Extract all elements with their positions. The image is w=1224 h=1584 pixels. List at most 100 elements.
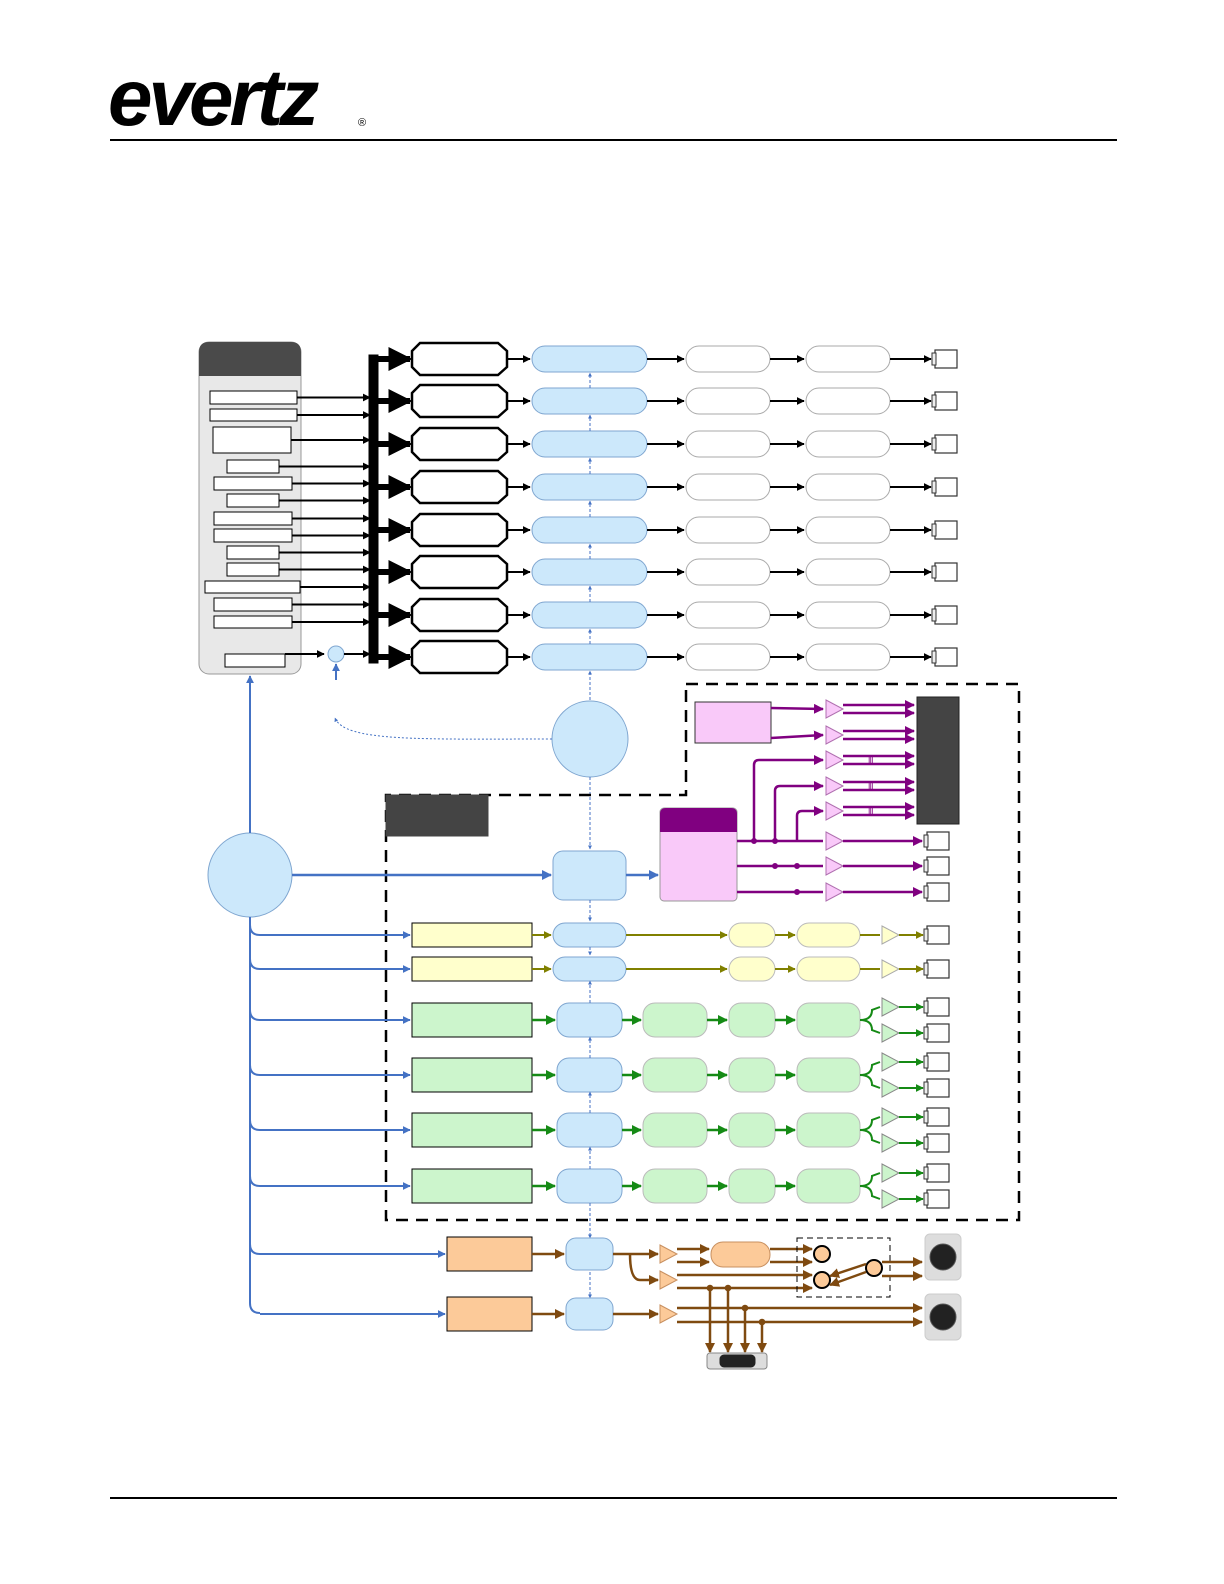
signal-line (859, 1061, 881, 1076)
evertz-logo: evertz (108, 53, 319, 142)
green-stage-block (728, 1057, 776, 1093)
reference-input-box (226, 459, 280, 474)
reference-input-box (204, 580, 301, 594)
db15-connector-body (719, 1354, 756, 1368)
output-driver-block (805, 473, 891, 501)
audio-amplifier-icon (659, 1270, 679, 1290)
option-region-label-box (385, 794, 489, 837)
green-driver-block (796, 1057, 861, 1093)
bnc-connector-tab (923, 1136, 929, 1150)
junction-dot (751, 838, 757, 844)
generator-block (410, 597, 509, 633)
video-output-connector (934, 477, 958, 497)
green-amplifier-icon (881, 1052, 901, 1072)
signal-arrow (829, 1262, 867, 1278)
analog-video-stage (728, 922, 776, 948)
output-driver-block (805, 430, 891, 458)
signal-line (859, 1019, 881, 1034)
output-stage-block (685, 601, 771, 629)
green-stage-block (642, 1168, 708, 1204)
signal-line (859, 1172, 881, 1187)
green-amplifier-icon (881, 997, 901, 1017)
output-stage-block (685, 516, 771, 544)
aes-amplifier-icon (825, 699, 845, 719)
bnc-connector-tab (923, 859, 929, 873)
output-stage-block (685, 430, 771, 458)
bnc-connector-tab (923, 1055, 929, 1069)
green-output-connector (926, 997, 950, 1017)
xlr-connector-body (929, 1303, 957, 1331)
green-amplifier-icon (881, 1023, 901, 1043)
reference-input-box (209, 390, 298, 405)
aes-line (795, 806, 824, 840)
control-bus (249, 917, 261, 1314)
reference-input-box (213, 615, 293, 629)
signal-line (859, 1006, 881, 1021)
analog-video-connector (926, 925, 950, 945)
audio-switch-node (865, 1259, 883, 1277)
reference-input-box (226, 493, 280, 508)
bnc-connector-tab (923, 1081, 929, 1095)
green-output-connector (926, 1133, 950, 1153)
green-stage-block (728, 1168, 776, 1204)
reference-input-box (213, 511, 293, 526)
output-stage-block (685, 558, 771, 586)
green-output-connector (926, 1189, 950, 1209)
analog-video-stage (728, 956, 776, 982)
aes-line (770, 730, 824, 741)
audio-generator-block (446, 1296, 533, 1332)
green-stage-block (728, 1002, 776, 1038)
output-driver-block (805, 345, 891, 373)
audio-processor-block (565, 1297, 614, 1331)
bnc-connector-tab (923, 1166, 929, 1180)
green-amplifier-icon (881, 1078, 901, 1098)
xlr-connector-body (929, 1243, 957, 1271)
reference-input-box (213, 476, 293, 491)
green-output-connector (926, 1078, 950, 1098)
registered-mark: ® (358, 117, 367, 129)
output-driver-block (805, 387, 891, 415)
option-region-border (384, 682, 1021, 1222)
reference-panel-header (199, 342, 301, 376)
green-driver-block (796, 1112, 861, 1148)
green-generator-block (411, 1002, 533, 1038)
aes-amplifier-icon (825, 725, 845, 745)
generator-block (410, 639, 509, 675)
green-processor-block (556, 1057, 623, 1093)
audio-switch-node (813, 1271, 831, 1289)
processing-block (531, 430, 648, 458)
audio-generator-block (446, 1236, 533, 1272)
bnc-connector-tab (923, 834, 929, 848)
processing-block (531, 516, 648, 544)
control-branch-arrow (249, 958, 411, 973)
control-dotted-arrow (334, 717, 553, 740)
output-stage-block (685, 473, 771, 501)
generator-block (410, 426, 509, 462)
reference-input-box (226, 545, 280, 560)
control-processor (551, 700, 629, 778)
green-stage-block (642, 1057, 708, 1093)
green-stage-block (642, 1112, 708, 1148)
generator-block (410, 341, 509, 377)
green-output-connector (926, 1023, 950, 1043)
signal-line (859, 1116, 881, 1131)
master-controller (207, 832, 293, 918)
bnc-connector-tab (931, 352, 937, 366)
junction-dot (794, 863, 800, 869)
reference-select-node (327, 645, 345, 663)
output-stage-block (685, 345, 771, 373)
control-branch-arrow (249, 1064, 411, 1079)
control-branch-arrow (249, 1009, 411, 1024)
processing-block (531, 643, 648, 671)
audio-line (628, 1253, 659, 1285)
green-driver-block (796, 1002, 861, 1038)
aes-line (752, 755, 824, 840)
aes-amplifier-icon (825, 750, 845, 770)
aes-line (773, 781, 824, 840)
reference-select-box (224, 653, 286, 668)
signal-line (859, 1074, 881, 1089)
green-amplifier-icon (881, 1133, 901, 1153)
aes-processor-block (552, 850, 627, 901)
bnc-connector-tab (931, 608, 937, 622)
aes-output-connector (926, 856, 950, 876)
